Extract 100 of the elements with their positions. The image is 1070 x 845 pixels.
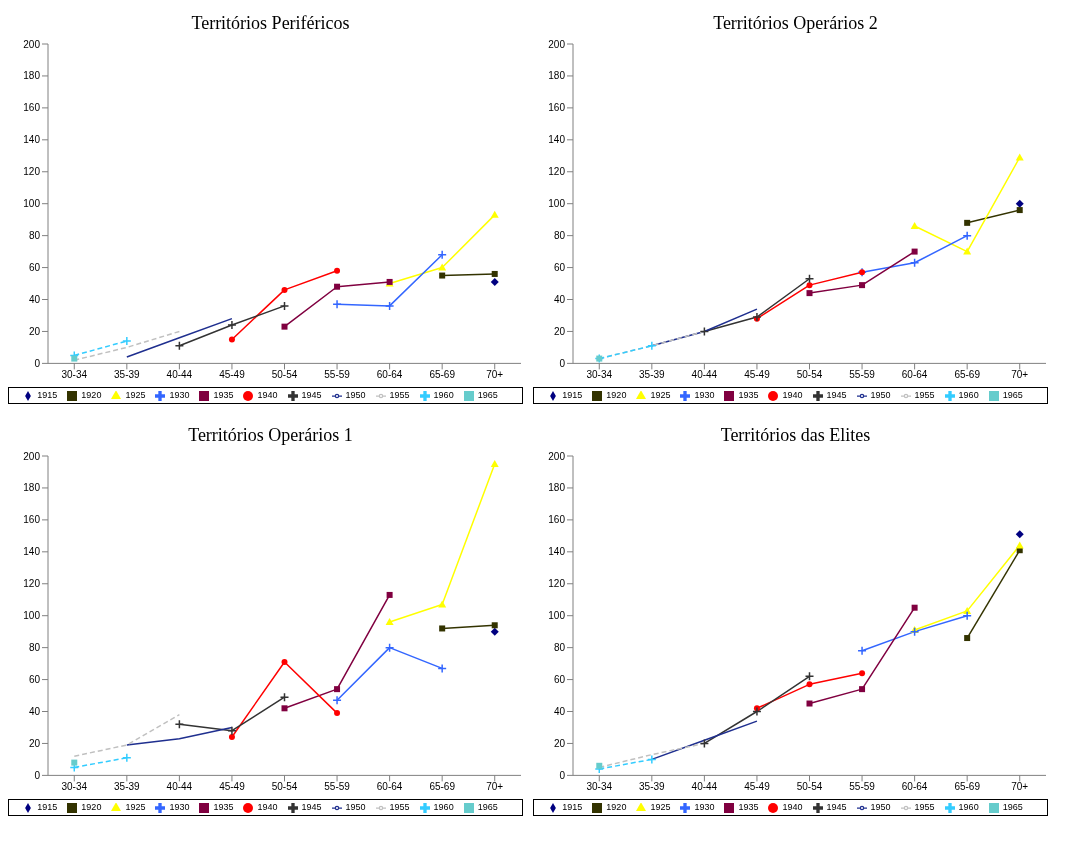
legend-label: 1960: [958, 802, 979, 813]
x-tick-label: 65-69: [429, 781, 456, 793]
legend-label: 1930: [169, 802, 190, 813]
y-tick-label: 140: [23, 546, 41, 558]
y-tick-label: 80: [28, 642, 41, 654]
y-tick-label: 100: [548, 610, 566, 622]
legend-label: 1950: [870, 390, 891, 401]
y-tick-label: 0: [559, 357, 566, 369]
legend-label: 1950: [345, 802, 366, 813]
y-tick-label: 40: [553, 706, 566, 718]
legend-label: 1915: [562, 802, 583, 813]
x-tick-label: 55-59: [849, 369, 876, 381]
x-tick-label: 65-69: [954, 369, 981, 381]
legend-label: 1945: [826, 390, 847, 401]
x-tick-label: 55-59: [849, 781, 876, 793]
x-tick-label: 40-44: [691, 781, 718, 793]
x-tick-label: 55-59: [324, 781, 351, 793]
y-tick-label: 100: [23, 610, 41, 622]
y-tick-label: 60: [553, 262, 566, 274]
y-tick-label: 80: [28, 230, 41, 242]
y-tick-label: 0: [559, 769, 566, 781]
y-tick-label: 160: [548, 102, 566, 114]
legend-label: 1920: [606, 802, 627, 813]
legend-label: 1925: [125, 390, 146, 401]
y-tick-label: 120: [23, 578, 41, 590]
legend-label: 1945: [301, 390, 322, 401]
legend-label: 1960: [433, 390, 454, 401]
y-tick-label: 20: [28, 325, 41, 337]
x-tick-label: 70+: [1011, 369, 1029, 381]
y-tick-label: 40: [28, 294, 41, 306]
y-tick-label: 60: [28, 674, 41, 686]
y-tick-label: 100: [23, 198, 41, 210]
x-tick-label: 45-49: [744, 781, 771, 793]
y-tick-label: 0: [34, 357, 41, 369]
y-tick-label: 0: [34, 769, 41, 781]
legend-label: 1945: [826, 802, 847, 813]
x-tick-label: 35-39: [639, 781, 666, 793]
legend-label: 1915: [562, 390, 583, 401]
x-tick-label: 30-34: [61, 781, 88, 793]
legend-label: 1965: [477, 802, 498, 813]
legend-label: 1925: [650, 802, 671, 813]
legend-label: 1960: [433, 802, 454, 813]
legend-label: 1915: [37, 390, 58, 401]
x-tick-label: 60-64: [376, 781, 403, 793]
legend-label: 1940: [782, 390, 803, 401]
legend-label: 1920: [81, 802, 102, 813]
x-tick-label: 55-59: [324, 369, 351, 381]
y-tick-label: 160: [548, 514, 566, 526]
y-tick-label: 120: [548, 166, 566, 178]
legend-label: 1935: [213, 390, 234, 401]
legend-label: 1955: [389, 390, 410, 401]
x-tick-label: 60-64: [901, 781, 928, 793]
x-tick-label: 50-54: [796, 781, 823, 793]
x-tick-label: 45-49: [744, 369, 771, 381]
legend-label: 1940: [782, 802, 803, 813]
x-tick-label: 30-34: [586, 369, 613, 381]
y-tick-label: 40: [28, 706, 41, 718]
x-tick-label: 30-34: [586, 781, 613, 793]
x-tick-label: 30-34: [61, 369, 88, 381]
y-tick-label: 80: [553, 230, 566, 242]
x-tick-label: 70+: [486, 369, 504, 381]
chart-title: Territórios Operários 2: [712, 12, 879, 35]
y-tick-label: 60: [28, 262, 41, 274]
legend-label: 1965: [1002, 802, 1023, 813]
legend-label: 1915: [37, 802, 58, 813]
x-tick-label: 50-54: [271, 369, 298, 381]
legend-label: 1930: [694, 802, 715, 813]
y-tick-label: 160: [23, 102, 41, 114]
legend-label: 1925: [125, 802, 146, 813]
y-tick-label: 160: [23, 514, 41, 526]
y-tick-label: 140: [548, 134, 566, 146]
legend-label: 1920: [606, 390, 627, 401]
y-tick-label: 40: [553, 294, 566, 306]
legend-label: 1965: [477, 390, 498, 401]
legend-label: 1955: [914, 802, 935, 813]
x-tick-label: 50-54: [796, 369, 823, 381]
x-tick-label: 40-44: [166, 369, 193, 381]
y-tick-label: 200: [23, 38, 41, 50]
legend-label: 1950: [870, 802, 891, 813]
y-tick-label: 200: [23, 450, 41, 462]
legend-label: 1920: [81, 390, 102, 401]
x-tick-label: 60-64: [376, 369, 403, 381]
x-tick-label: 35-39: [114, 781, 141, 793]
legend-label: 1955: [914, 390, 935, 401]
y-tick-label: 60: [553, 674, 566, 686]
legend-label: 1950: [345, 390, 366, 401]
x-tick-label: 35-39: [114, 369, 141, 381]
y-tick-label: 180: [23, 70, 41, 82]
legend-label: 1935: [738, 390, 759, 401]
y-tick-label: 140: [23, 134, 41, 146]
x-tick-label: 45-49: [219, 369, 246, 381]
legend-label: 1925: [650, 390, 671, 401]
y-tick-label: 180: [548, 482, 566, 494]
legend-label: 1930: [169, 390, 190, 401]
y-tick-label: 20: [553, 325, 566, 337]
legend-label: 1935: [738, 802, 759, 813]
y-tick-label: 200: [548, 38, 566, 50]
legend-label: 1940: [257, 802, 278, 813]
legend-label: 1965: [1002, 390, 1023, 401]
y-tick-label: 180: [548, 70, 566, 82]
